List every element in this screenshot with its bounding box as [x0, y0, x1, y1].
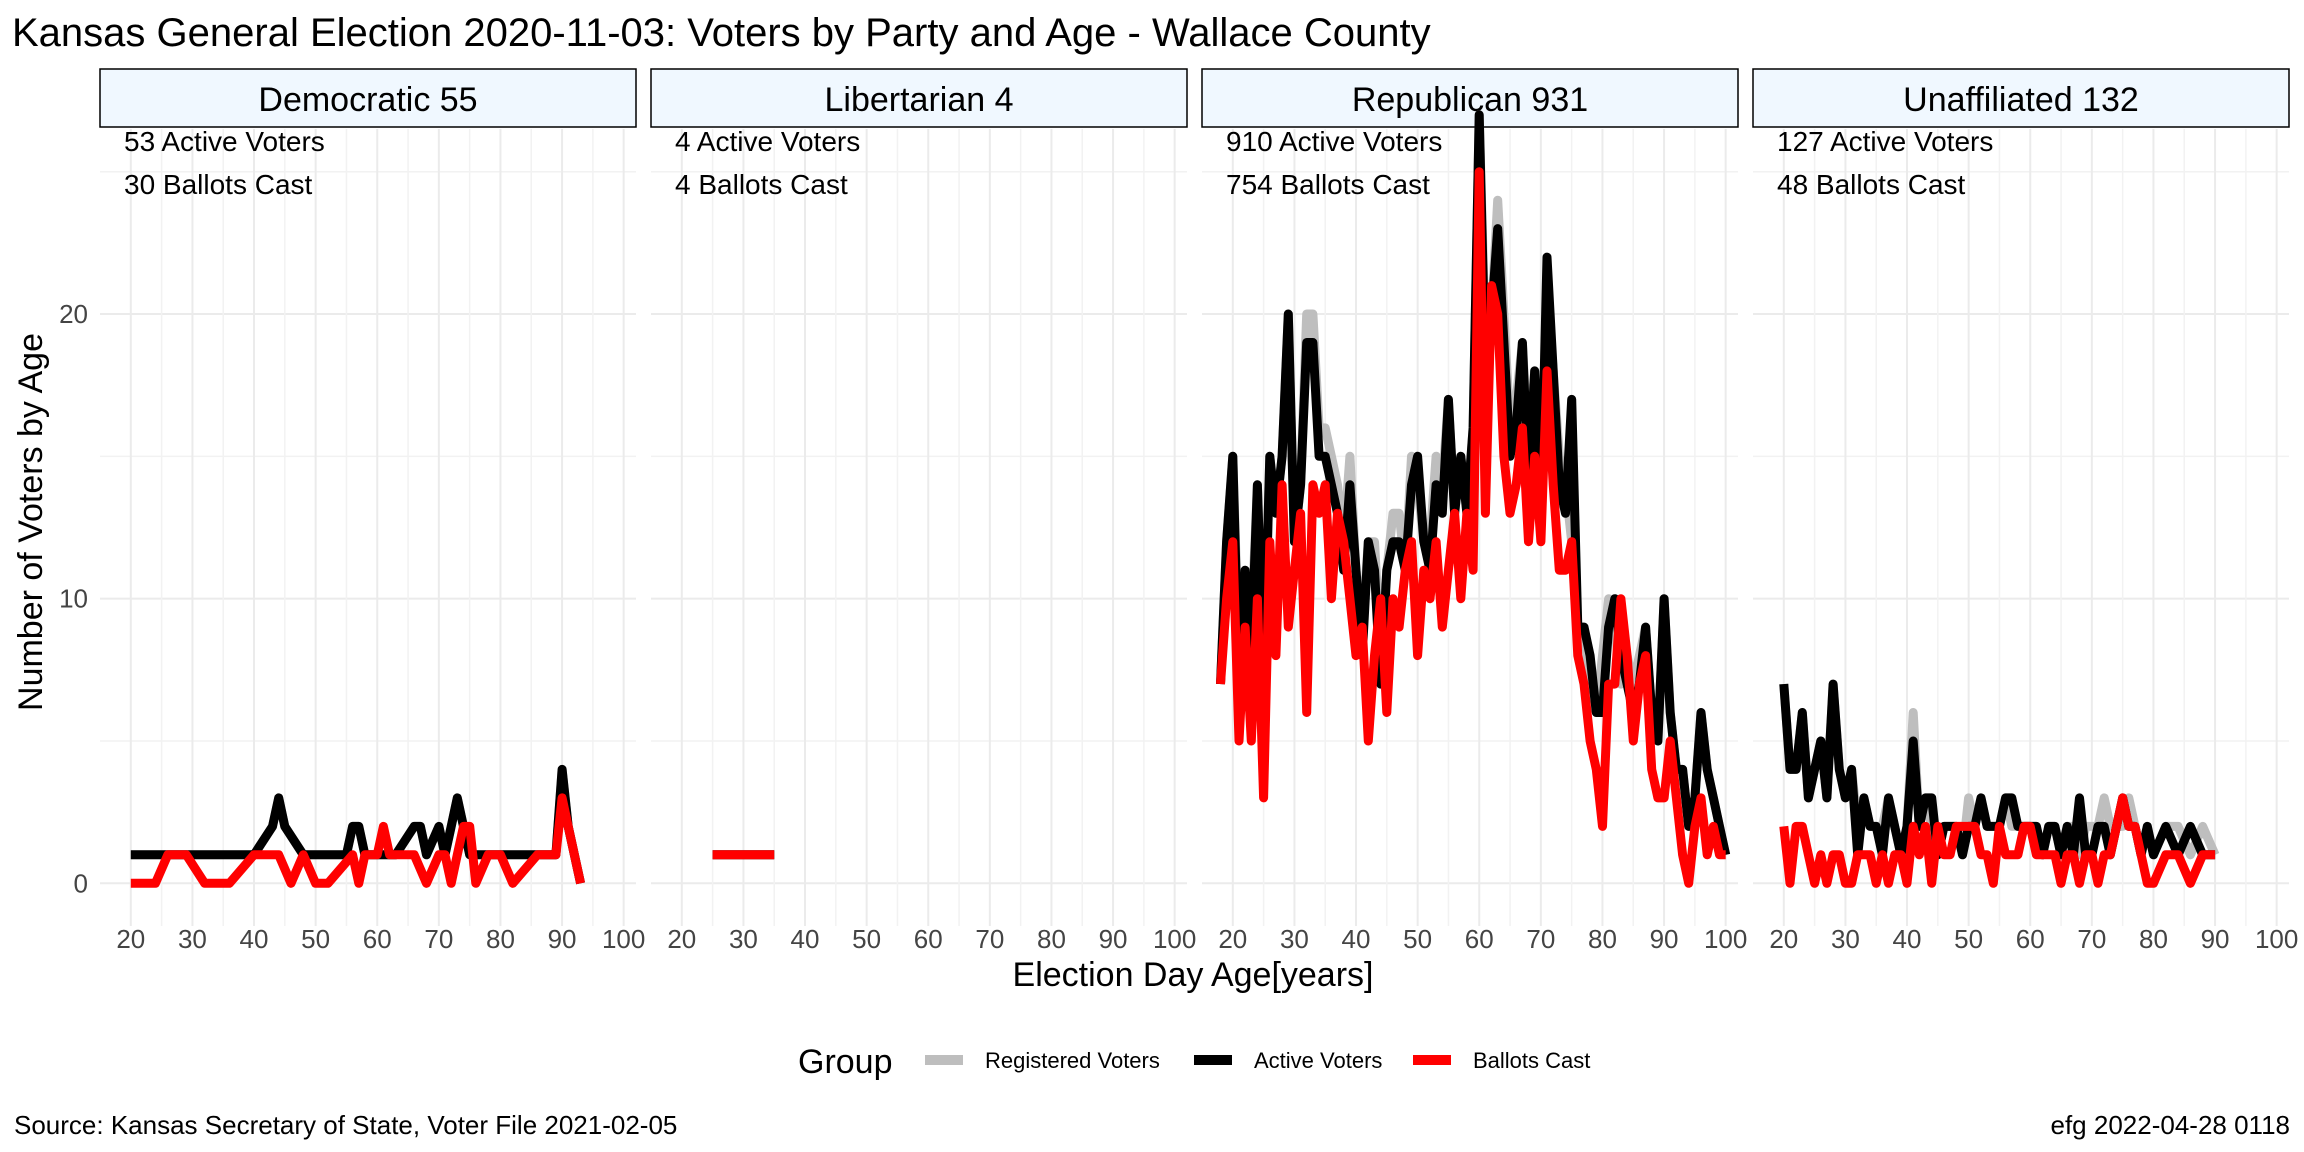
panel-annotation: 4 Active Voters: [675, 126, 860, 157]
panel-annotation: 4 Ballots Cast: [675, 169, 848, 200]
chart-title: Kansas General Election 2020-11-03: Vote…: [12, 11, 1431, 55]
x-tick-label: 40: [1342, 924, 1371, 954]
series-line-ballots-cast: [130, 793, 585, 888]
facet-panel-libertarian: Libertarian 4 4 Active Voters 4 Ballots Ca…: [650, 68, 1196, 954]
x-tick-label: 80: [1588, 924, 1617, 954]
x-tick-label: 90: [548, 924, 577, 954]
legend: Group Registered Voters Active Voters Ballo…: [798, 1043, 1590, 1081]
y-axis: 0 10 20: [59, 299, 88, 898]
x-tick-label: 30: [1831, 924, 1860, 954]
panel-annotation: 910 Active Voters: [1226, 126, 1442, 157]
x-tick-label: 100: [602, 924, 645, 954]
x-tick-label: 60: [363, 924, 392, 954]
gridlines: [1753, 129, 2289, 926]
x-tick-label: 70: [1526, 924, 1555, 954]
x-tick-label: 100: [1704, 924, 1747, 954]
x-tick-label: 90: [2201, 924, 2230, 954]
x-tick-label: 80: [1037, 924, 1066, 954]
x-tick-label: 50: [1954, 924, 1983, 954]
legend-title: Group: [798, 1043, 893, 1081]
panel-annotation: 754 Ballots Cast: [1226, 169, 1430, 200]
facet-panel-democratic: Democratic 55 53 Active Voters 30 Ballots …: [99, 68, 645, 954]
x-tick-label: 100: [1153, 924, 1196, 954]
x-tick-label: 90: [1650, 924, 1679, 954]
x-tick-label: 20: [116, 924, 145, 954]
x-tick-label: 30: [178, 924, 207, 954]
x-tick-label: 70: [2077, 924, 2106, 954]
legend-label: Active Voters: [1254, 1048, 1382, 1073]
x-tick-label: 90: [1099, 924, 1128, 954]
x-tick-label: 50: [852, 924, 881, 954]
facet-panels: Democratic 55 53 Active Voters 30 Ballots …: [99, 68, 2298, 954]
facet-panel-unaffiliated: Unaffiliated 132 127 Active Voters 48 Ball…: [1752, 68, 2298, 954]
legend-label: Registered Voters: [985, 1048, 1160, 1073]
panel-annotation: 30 Ballots Cast: [124, 169, 313, 200]
x-tick-label: 60: [914, 924, 943, 954]
legend-label: Ballots Cast: [1473, 1048, 1590, 1073]
series-line-active-voters: [130, 764, 585, 885]
x-tick-label: 20: [1769, 924, 1798, 954]
source-caption: Source: Kansas Secretary of State, Voter…: [14, 1110, 677, 1140]
y-tick-label: 10: [59, 584, 88, 614]
x-tick-label: 60: [2016, 924, 2045, 954]
y-tick-label: 0: [74, 868, 88, 898]
x-axis-title: Election Day Age[years]: [1013, 956, 1374, 994]
x-tick-label: 60: [1465, 924, 1494, 954]
facet-strip: [99, 68, 637, 128]
x-tick-label: 30: [729, 924, 758, 954]
panel-annotation: 53 Active Voters: [124, 126, 325, 157]
x-tick-label: 20: [667, 924, 696, 954]
x-tick-label: 20: [1218, 924, 1247, 954]
x-tick-label: 40: [791, 924, 820, 954]
x-tick-label: 80: [2139, 924, 2168, 954]
y-axis-title: Number of Voters by Age: [12, 333, 50, 711]
series-line-ballots-cast: [1216, 167, 1726, 888]
x-tick-label: 50: [301, 924, 330, 954]
x-tick-label: 70: [975, 924, 1004, 954]
panel-annotation: 48 Ballots Cast: [1777, 169, 1966, 200]
timestamp-caption: efg 2022-04-28 0118: [2051, 1110, 2291, 1140]
series-line-ballots-cast: [1779, 793, 2216, 888]
x-tick-label: 100: [2255, 924, 2298, 954]
x-tick-label: 50: [1403, 924, 1432, 954]
facet-strip-label: Republican 931: [1352, 81, 1588, 119]
facet-strip-label: Democratic 55: [258, 81, 477, 119]
x-tick-label: 40: [1893, 924, 1922, 954]
y-tick-label: 20: [59, 299, 88, 329]
gridlines: [651, 129, 1187, 926]
panel-annotation: 127 Active Voters: [1777, 126, 1993, 157]
facet-strip: [1201, 68, 1739, 128]
facet-strip-label: Libertarian 4: [824, 81, 1013, 119]
facet-panel-republican: Republican 931 910 Active Voters 754 Ballo…: [1201, 68, 1747, 954]
x-tick-label: 30: [1280, 924, 1309, 954]
x-tick-label: 80: [486, 924, 515, 954]
x-tick-label: 70: [424, 924, 453, 954]
x-tick-label: 40: [240, 924, 269, 954]
facet-strip: [1752, 68, 2290, 128]
facet-strip: [650, 68, 1188, 128]
facet-strip-label: Unaffiliated 132: [1903, 81, 2139, 119]
